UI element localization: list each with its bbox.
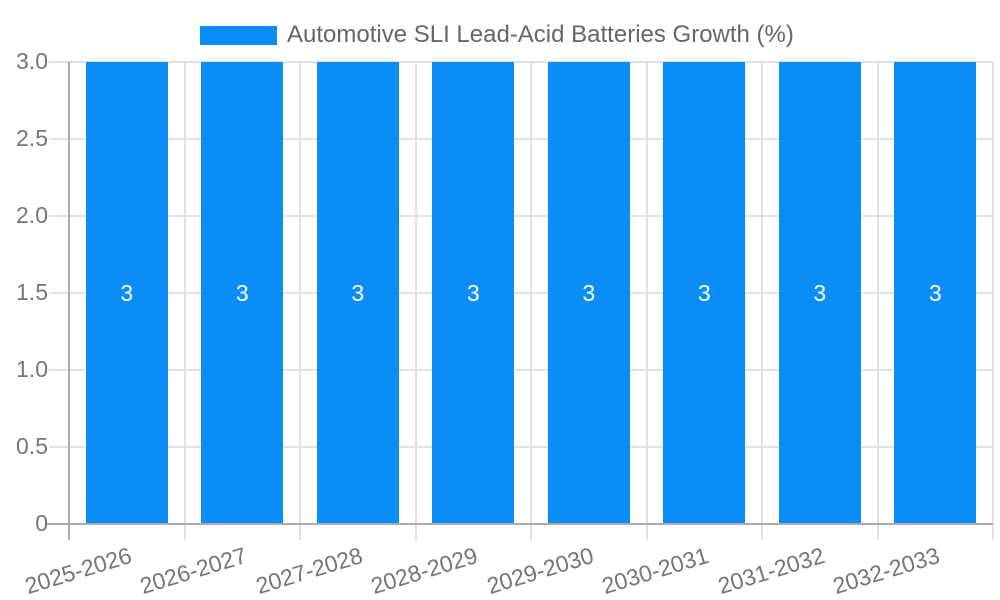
gridline-vertical [992, 62, 994, 540]
y-tick-label: 2.5 [16, 125, 48, 151]
y-tick-label: 0.5 [16, 433, 48, 459]
x-axis-line [47, 523, 993, 525]
bar[interactable]: 3 [316, 62, 399, 524]
bar-value-label: 3 [466, 279, 480, 306]
bar[interactable]: 3 [778, 62, 861, 524]
gridline-horizontal [49, 215, 993, 217]
bar[interactable]: 3 [663, 62, 746, 524]
bar-value-label: 3 [582, 279, 596, 306]
gridline-horizontal [49, 446, 993, 448]
bar-value-label: 3 [697, 279, 711, 306]
gridline-vertical [876, 62, 879, 540]
legend-swatch[interactable] [200, 25, 277, 45]
bar-value-label: 3 [235, 279, 249, 306]
bar[interactable]: 3 [894, 62, 977, 524]
bar-value-label: 3 [351, 279, 365, 306]
y-axis-line [68, 62, 70, 540]
y-tick-label: 2.0 [16, 202, 48, 228]
bar-value-label: 3 [813, 279, 827, 306]
gridline-horizontal [49, 138, 993, 140]
gridline-vertical [183, 62, 186, 540]
y-tick-label: 3.0 [16, 48, 48, 74]
gridline-vertical [645, 62, 648, 540]
y-tick-label: 1.5 [16, 279, 48, 305]
gridline-vertical [414, 62, 417, 540]
bar[interactable]: 3 [201, 62, 284, 524]
gridline-vertical [299, 62, 301, 540]
bar-value-label: 3 [120, 279, 134, 306]
y-tick-label: 1.0 [16, 356, 48, 382]
legend-label[interactable]: Automotive SLI Lead-Acid Batteries Growt… [287, 21, 794, 48]
gridline-vertical [530, 62, 532, 540]
gridline-horizontal [49, 61, 993, 63]
plot-area: 3 3 3 3 3 3 3 3 [49, 61, 994, 540]
gridline-horizontal [49, 292, 993, 294]
bar[interactable]: 3 [547, 62, 630, 524]
bar[interactable]: 3 [432, 62, 515, 524]
legend: Automotive SLI Lead-Acid Batteries Growt… [200, 21, 794, 49]
gridline-vertical [761, 62, 763, 540]
bar-value-label: 3 [928, 279, 942, 306]
gridline-horizontal [49, 369, 993, 371]
bar[interactable]: 3 [85, 62, 168, 524]
y-tick-label: 0 [35, 510, 48, 536]
